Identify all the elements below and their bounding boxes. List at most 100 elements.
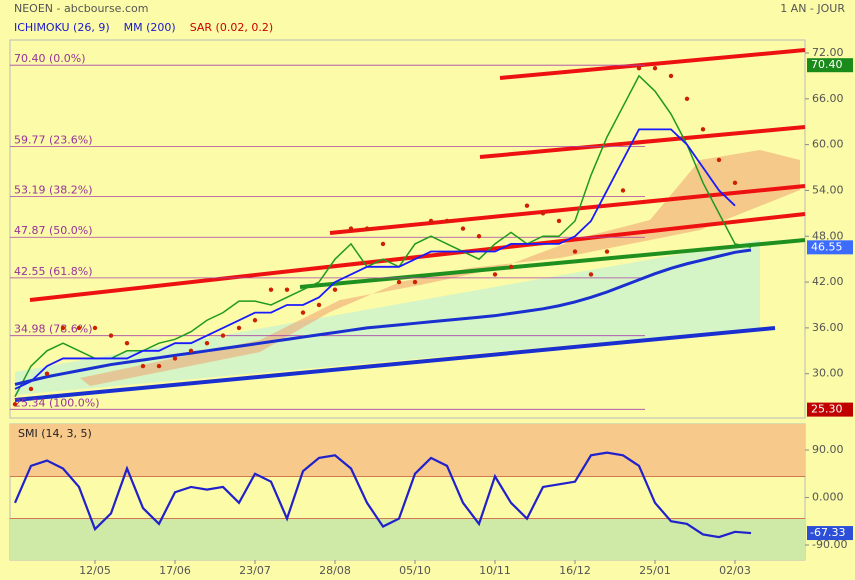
sar-dot bbox=[460, 226, 466, 231]
sar-dot bbox=[108, 333, 114, 338]
trend-line bbox=[499, 48, 806, 80]
legend-entry: ICHIMOKU (26, 9) bbox=[14, 21, 110, 34]
trend-line bbox=[14, 326, 776, 402]
sar-dot bbox=[652, 66, 658, 71]
site-title: NEOEN - abcbourse.com bbox=[14, 2, 148, 15]
price-tag bbox=[807, 240, 853, 255]
price-tag-label: 46.55 bbox=[811, 240, 843, 253]
sar-dot bbox=[556, 218, 562, 224]
y-tick-label: 72.00 bbox=[812, 46, 844, 59]
sar-dot bbox=[364, 226, 370, 231]
price-tag-label: 25.30 bbox=[811, 403, 843, 416]
fib-label: 47.87 (50.0%) bbox=[14, 224, 93, 237]
sar-dot bbox=[12, 402, 18, 407]
smi-label: SMI (14, 3, 5) bbox=[18, 427, 92, 440]
sar-dot bbox=[620, 188, 626, 193]
legend-entry: MM (200) bbox=[124, 21, 176, 34]
sar-dot bbox=[444, 218, 450, 224]
sar-dot bbox=[700, 127, 706, 132]
x-tick-label: 28/08 bbox=[319, 564, 351, 577]
y-tick-label: 66.00 bbox=[812, 92, 844, 105]
indicator-line bbox=[14, 248, 752, 386]
sar-dot bbox=[588, 272, 594, 277]
sar-dot bbox=[668, 73, 674, 79]
sar-dot bbox=[156, 363, 162, 369]
fib-label: 42.55 (61.8%) bbox=[14, 265, 93, 278]
legend: ICHIMOKU (26, 9) MM (200) SAR (0.02, 0.2) bbox=[14, 21, 273, 34]
sar-dot bbox=[44, 371, 50, 376]
sar-dot bbox=[300, 310, 306, 315]
y-tick-label: 54.00 bbox=[812, 183, 844, 196]
x-tick-label: 02/03 bbox=[719, 564, 751, 577]
fib-label: 70.40 (0.0%) bbox=[14, 52, 86, 65]
x-tick-label: 17/06 bbox=[159, 564, 191, 577]
x-tick-label: 12/05 bbox=[79, 564, 111, 577]
price-tag bbox=[807, 402, 853, 417]
sar-dot bbox=[236, 325, 242, 331]
sar-dot bbox=[492, 272, 498, 277]
sar-dot bbox=[76, 325, 82, 331]
sar-dot bbox=[60, 325, 66, 331]
y-tick-label: 0.000 bbox=[812, 491, 844, 504]
sar-dot bbox=[28, 386, 34, 392]
y-tick-label: -90.00 bbox=[812, 538, 847, 551]
sar-dot bbox=[92, 325, 98, 331]
fib-label: 59.77 (23.6%) bbox=[14, 133, 93, 146]
smi-line bbox=[13, 451, 752, 539]
sar-dot bbox=[140, 363, 146, 369]
sar-dot bbox=[572, 249, 578, 254]
y-tick-label: 30.00 bbox=[812, 367, 844, 380]
period: 1 AN - JOUR bbox=[780, 2, 845, 15]
y-tick-label: 48.00 bbox=[812, 229, 844, 242]
x-tick-label: 16/12 bbox=[559, 564, 591, 577]
value-tag bbox=[807, 526, 853, 541]
sar-dot bbox=[396, 279, 402, 285]
sar-dot bbox=[716, 157, 722, 163]
sar-dot bbox=[348, 226, 354, 231]
x-tick-label: 10/11 bbox=[479, 564, 511, 577]
sar-dot bbox=[124, 340, 130, 346]
sar-dot bbox=[252, 318, 258, 323]
x-tick-label: 05/10 bbox=[399, 564, 431, 577]
sar-dot bbox=[508, 264, 514, 269]
legend-entry: SAR (0.02, 0.2) bbox=[190, 21, 273, 34]
sar-dot bbox=[428, 218, 434, 224]
fib-label: 53.19 (38.2%) bbox=[14, 184, 93, 197]
sar-dot bbox=[268, 287, 274, 292]
y-tick-label: 90.00 bbox=[812, 443, 844, 456]
sar-dot bbox=[604, 249, 610, 254]
oversold-zone bbox=[10, 518, 805, 560]
price-line bbox=[14, 74, 752, 397]
fib-label: 25.34 (100.0%) bbox=[14, 396, 100, 409]
x-tick-label: 25/01 bbox=[639, 564, 671, 577]
price-tag-label: 70.40 bbox=[811, 58, 843, 71]
x-tick-label: 23/07 bbox=[239, 564, 271, 577]
sar-dot bbox=[188, 348, 194, 353]
sar-dot bbox=[476, 234, 482, 239]
sar-dot bbox=[412, 279, 418, 285]
sar-dot bbox=[172, 356, 178, 361]
sar-dot bbox=[380, 241, 386, 247]
ichimoku-cloud bbox=[80, 150, 800, 386]
sar-dot bbox=[204, 340, 210, 346]
price-tag bbox=[807, 58, 853, 73]
y-tick-label: 36.00 bbox=[812, 321, 844, 334]
indicator-line bbox=[14, 128, 736, 390]
sar-dot bbox=[332, 287, 338, 292]
sar-dot bbox=[524, 203, 530, 208]
y-tick-label: 60.00 bbox=[812, 138, 844, 151]
sar-dot bbox=[284, 287, 290, 292]
sar-dot bbox=[732, 180, 738, 185]
sar-dot bbox=[636, 66, 642, 71]
y-tick-label: 42.00 bbox=[812, 275, 844, 288]
sar-dot bbox=[316, 302, 322, 308]
overbought-zone bbox=[10, 424, 805, 477]
trend-line bbox=[329, 184, 806, 235]
trend-line bbox=[299, 238, 806, 289]
sar-dot bbox=[220, 333, 226, 338]
value-tag-label: -67.33 bbox=[810, 526, 845, 539]
fib-label: 34.98 (78.6%) bbox=[14, 323, 93, 336]
sar-dot bbox=[684, 96, 690, 102]
sar-dot bbox=[540, 211, 546, 216]
